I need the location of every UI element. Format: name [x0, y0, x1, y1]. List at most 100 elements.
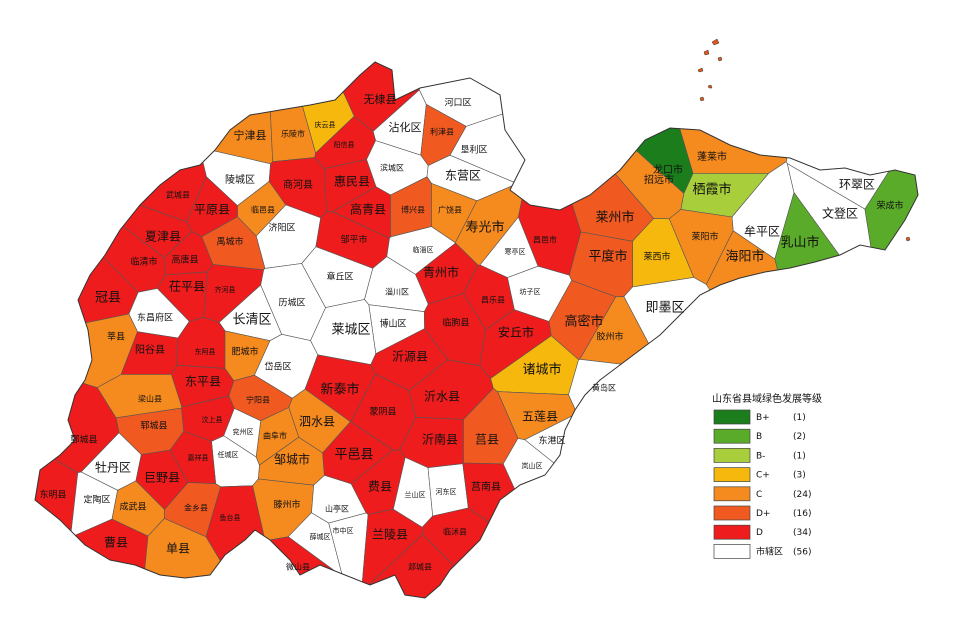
county-label: 巨野县 [144, 471, 180, 485]
county-label: 邹平市 [340, 234, 367, 246]
legend-swatch [713, 409, 751, 425]
county-label: 东营区 [445, 169, 481, 183]
legend-label: 市辖区 [756, 545, 783, 557]
county-label: 昌邑市 [533, 235, 557, 245]
county-label: 东港区 [538, 435, 565, 447]
county-label: 海阳市 [725, 249, 764, 265]
county-label: 兰山区 [405, 490, 426, 499]
county-label: 临清市 [130, 256, 157, 268]
legend-count: (56) [793, 547, 811, 557]
county-label: 东昌府区 [137, 312, 173, 324]
county-label: 冠县 [95, 291, 121, 306]
county-label: 单县 [166, 542, 190, 556]
county-label: 夏津县 [145, 230, 181, 244]
county-label: 沂源县 [392, 350, 428, 364]
county-label: 禹城市 [216, 236, 243, 248]
legend-count: (16) [793, 509, 811, 519]
islands [697, 38, 911, 242]
county-label: 兰陵县 [372, 528, 408, 542]
county-label: 利津县 [430, 127, 454, 137]
county-label: 乳山市 [780, 235, 819, 251]
legend-swatch [713, 524, 751, 540]
county-label: 莒南县 [471, 480, 501, 493]
county [864, 62, 918, 505]
county-label: 广饶县 [438, 205, 462, 215]
county-label: 文登区 [822, 206, 858, 221]
county-label: 安丘市 [498, 325, 534, 340]
county-label: 莱城区 [331, 323, 370, 338]
county-label: 东平县 [185, 375, 221, 389]
county-label: 乐陵市 [281, 129, 305, 139]
county-label: 茌平县 [169, 280, 205, 294]
county-label: 黄岛区 [592, 383, 616, 393]
county-label: 东明县 [39, 489, 66, 501]
legend-swatch [713, 486, 751, 502]
legend-swatch [713, 467, 751, 482]
county-label: 沂水县 [424, 390, 460, 404]
county-label: 高唐县 [171, 254, 198, 266]
county-label: 微山县 [286, 562, 310, 572]
county-label: 惠民县 [334, 175, 370, 189]
county-label: 莱阳市 [691, 231, 718, 243]
county-label: 青州市 [423, 265, 459, 280]
county-label: 寿光市 [465, 220, 504, 236]
county-label: 五莲县 [522, 410, 558, 424]
legend-swatch [713, 544, 751, 559]
county-label: 滕州市 [273, 499, 300, 511]
county-label: 武城县 [166, 190, 190, 200]
county-label: 蒙阴县 [369, 406, 396, 418]
legend-count: (34) [793, 528, 811, 538]
county-label: 历城区 [278, 298, 305, 309]
county-label: 鄄城县 [70, 435, 97, 446]
county-label: 岱岳区 [264, 361, 291, 373]
legend-title: 山东省县域绿色发展等级 [712, 392, 822, 405]
county-label: 齐河县 [215, 285, 236, 294]
county-label: 长清区 [232, 313, 271, 328]
county [35, 62, 207, 223]
county-label: 临朐县 [442, 317, 469, 329]
legend-swatch [713, 505, 751, 521]
county-label: 阳信县 [334, 140, 355, 149]
county-label: 荣成市 [876, 200, 903, 212]
legend-count: (2) [793, 432, 806, 442]
county-label: 任城区 [218, 450, 239, 459]
county-label: 淄川区 [385, 287, 409, 297]
county-label: 博兴县 [401, 205, 425, 215]
county-label: 莱州市 [595, 210, 634, 226]
county-label: 曲阜市 [263, 431, 287, 441]
county-label: 招远市 [644, 173, 674, 186]
county-label: 成武县 [119, 501, 146, 513]
county-label: 费县 [368, 480, 392, 494]
county-label: 河口区 [444, 97, 471, 109]
county-label: 莘县 [107, 331, 125, 343]
county-label: 章丘区 [326, 271, 353, 283]
county-label: 肥城市 [231, 346, 258, 358]
county-label: 坊子区 [520, 287, 541, 296]
county-label: 诸城市 [522, 362, 561, 378]
county-label: 栖霞市 [692, 182, 731, 198]
county-label: 无棣县 [364, 93, 397, 106]
county-label: 定陶区 [83, 494, 110, 506]
legend-label: B+ [756, 413, 770, 423]
county-label: 临邑县 [251, 205, 275, 215]
legend-label: D+ [756, 509, 770, 519]
legend-label: B- [756, 451, 765, 461]
county-label: 博山区 [379, 318, 406, 330]
county-label: 邹城市 [274, 452, 310, 467]
county-label: 金乡县 [184, 503, 208, 513]
county-label: 嘉祥县 [188, 453, 209, 462]
county-label: 新泰市 [320, 382, 359, 398]
legend-label: C+ [756, 471, 770, 481]
county-label: 滨城区 [380, 163, 404, 173]
county-label: 岚山区 [522, 461, 543, 470]
county-label: 兖州区 [233, 427, 254, 436]
county-label: 宁阳县 [246, 395, 270, 405]
legend-swatch [713, 448, 751, 463]
county-label: 昌乐县 [481, 295, 505, 305]
county-label: 薛城区 [310, 532, 331, 541]
legend-label: D [756, 528, 763, 538]
legend: 山东省县域绿色发展等级 B+ (1) B (2) B- (1) C+ (3) C (24) D+ (1… [712, 392, 822, 559]
legend-label: C [756, 490, 762, 500]
